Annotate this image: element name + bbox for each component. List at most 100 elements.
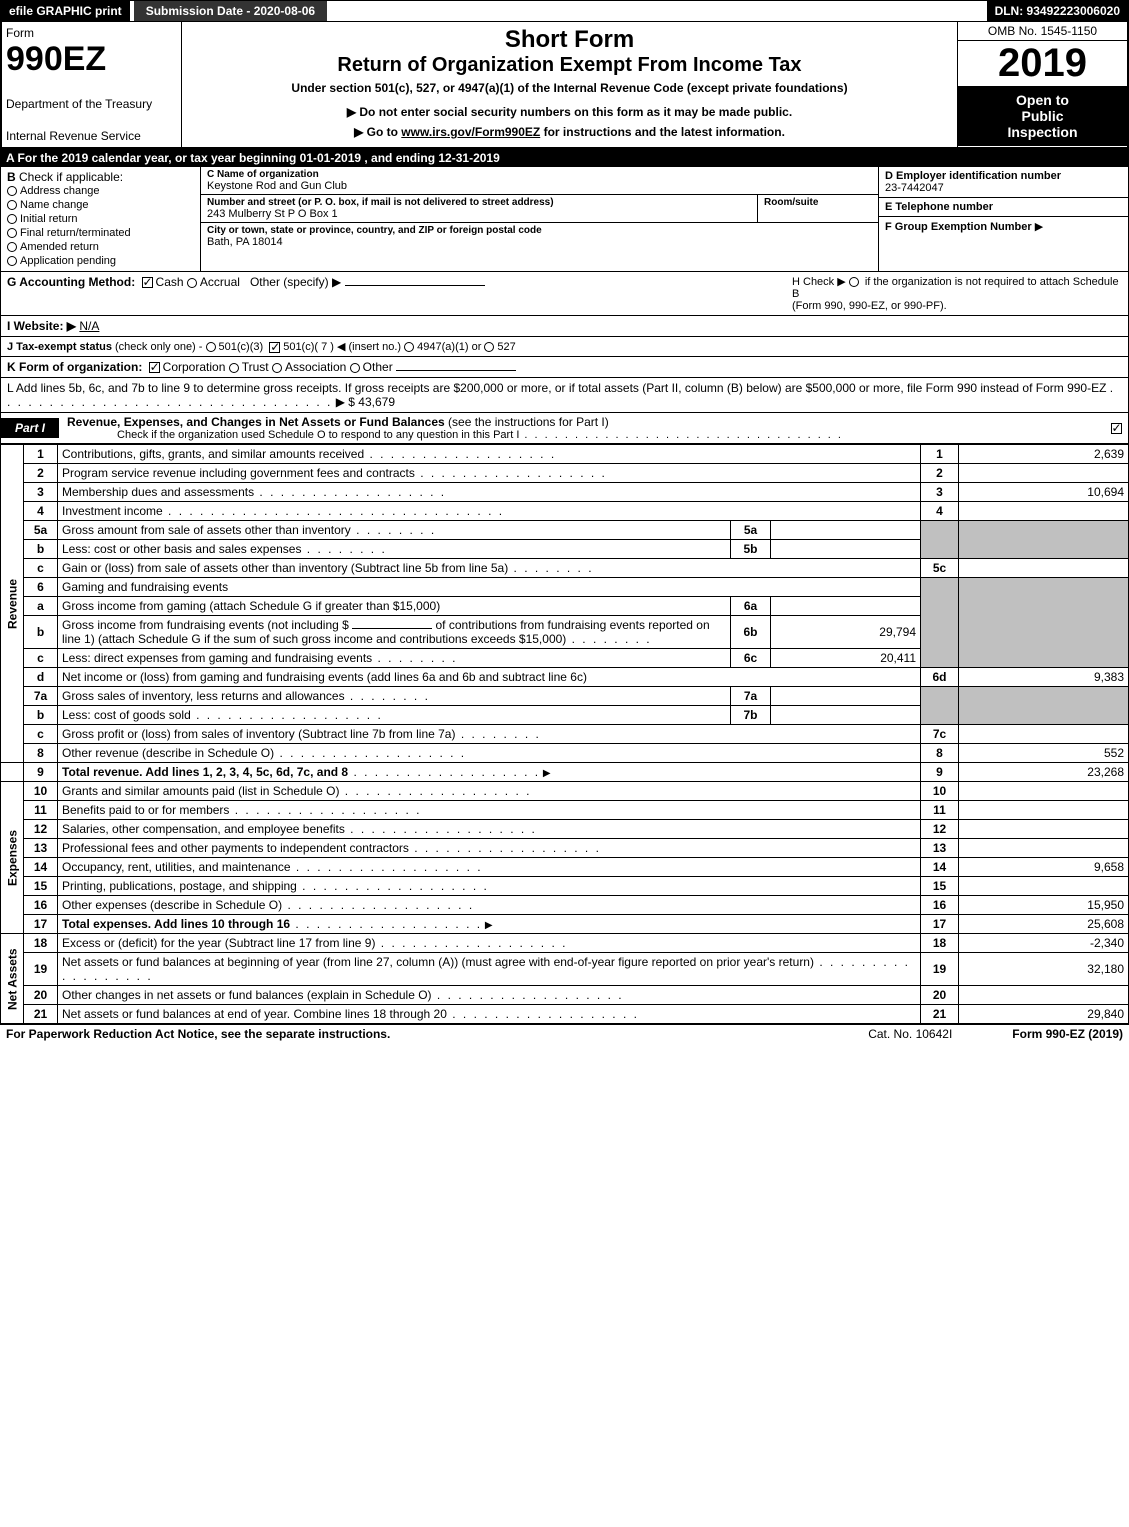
line-6d-num: d [24, 668, 58, 687]
line-j-row: J Tax-exempt status (check only one) - 5… [0, 337, 1129, 357]
amended-return-label: Amended return [20, 241, 99, 253]
line-14-num: 14 [24, 858, 58, 877]
line-4-val [959, 502, 1129, 521]
4947-check[interactable] [404, 342, 414, 352]
accrual-checkbox[interactable] [187, 278, 197, 288]
other-specify-field[interactable] [345, 285, 485, 286]
line-3-val: 10,694 [959, 483, 1129, 502]
line-1-rn: 1 [921, 445, 959, 464]
line-17-val: 25,608 [959, 915, 1129, 934]
501c-label: 501(c)( 7 ) ◀ (insert no.) [283, 341, 401, 353]
cat-no: Cat. No. 10642I [868, 1027, 952, 1041]
line-16-num: 16 [24, 896, 58, 915]
trust-label: Trust [242, 360, 269, 374]
line-17-rn: 17 [921, 915, 959, 934]
schedule-o-check[interactable] [1111, 423, 1122, 434]
revenue-side-label: Revenue [1, 445, 24, 763]
line-a: A For the 2019 calendar year, or tax yea… [0, 149, 1129, 167]
application-pending-check[interactable] [7, 256, 17, 266]
line-l-row: L Add lines 5b, 6c, and 7b to line 9 to … [0, 378, 1129, 413]
form-ref: Form 990-EZ (2019) [1012, 1027, 1123, 1041]
omb-number: OMB No. 1545-1150 [958, 22, 1127, 41]
irs-link[interactable]: www.irs.gov/Form990EZ [401, 125, 540, 139]
efile-label[interactable]: efile GRAPHIC print [1, 1, 130, 21]
goto-line: ▶ Go to www.irs.gov/Form990EZ for instru… [190, 125, 949, 139]
line-5a-desc: Gross amount from sale of assets other t… [62, 523, 351, 537]
accrual-label: Accrual [200, 275, 240, 289]
room-label: Room/suite [764, 197, 872, 208]
line-8-desc: Other revenue (describe in Schedule O) [62, 746, 274, 760]
line-2-desc: Program service revenue including govern… [62, 466, 415, 480]
other-org-check[interactable] [350, 363, 360, 373]
line-7b-sn: 7b [731, 706, 771, 725]
line-6-desc: Gaming and fundraising events [62, 580, 228, 594]
line-10-desc: Grants and similar amounts paid (list in… [62, 784, 339, 798]
line-21-rn: 21 [921, 1005, 959, 1024]
line-4-desc: Investment income [62, 504, 163, 518]
name-of-org-label: C Name of organization [207, 169, 872, 180]
501c3-check[interactable] [206, 342, 216, 352]
section-b-letter: B [7, 170, 16, 184]
subtitle-section: Under section 501(c), 527, or 4947(a)(1)… [190, 81, 949, 95]
line-12-desc: Salaries, other compensation, and employ… [62, 822, 345, 836]
org-info-block: B Check if applicable: Address change Na… [0, 167, 1129, 272]
form-number: 990EZ [6, 40, 177, 79]
line-7b-sv [771, 706, 921, 725]
form-word: Form [6, 26, 177, 40]
line-11-rn: 11 [921, 801, 959, 820]
org-name: Keystone Rod and Gun Club [207, 180, 872, 192]
line-19-desc: Net assets or fund balances at beginning… [62, 955, 814, 969]
goto-suffix: for instructions and the latest informat… [540, 125, 785, 139]
line-6a-num: a [24, 597, 58, 616]
dept-treasury: Department of the Treasury [6, 97, 177, 111]
other-org-field[interactable] [396, 370, 516, 371]
line-15-rn: 15 [921, 877, 959, 896]
website-value: N/A [79, 319, 99, 333]
501c-check[interactable] [269, 342, 280, 353]
line-21-val: 29,840 [959, 1005, 1129, 1024]
line-9-desc: Total revenue. Add lines 1, 2, 3, 4, 5c,… [62, 765, 348, 779]
line-6a-desc: Gross income from gaming (attach Schedul… [62, 599, 440, 613]
line-16-rn: 16 [921, 896, 959, 915]
street-value: 243 Mulberry St P O Box 1 [207, 208, 751, 220]
check-if-applicable: Check if applicable: [19, 170, 123, 184]
line-19-num: 19 [24, 953, 58, 986]
assoc-check[interactable] [272, 363, 282, 373]
final-return-check[interactable] [7, 228, 17, 238]
submission-date: Submission Date - 2020-08-06 [134, 1, 327, 21]
dept-irs: Internal Revenue Service [6, 129, 177, 143]
address-change-label: Address change [20, 185, 100, 197]
part-1-tab: Part I [1, 418, 59, 438]
amended-return-check[interactable] [7, 242, 17, 252]
line-5b-sn: 5b [731, 540, 771, 559]
open-line3: Inspection [964, 124, 1121, 140]
line-3-rn: 3 [921, 483, 959, 502]
line-6b-blank[interactable] [352, 628, 432, 629]
initial-return-check[interactable] [7, 214, 17, 224]
line-11-desc: Benefits paid to or for members [62, 803, 229, 817]
line-9-num: 9 [24, 763, 58, 782]
name-change-check[interactable] [7, 200, 17, 210]
application-pending-label: Application pending [20, 255, 116, 267]
line-21-num: 21 [24, 1005, 58, 1024]
line-h-checkbox[interactable] [849, 277, 859, 287]
part-1-header: Part I Revenue, Expenses, and Changes in… [0, 413, 1129, 444]
address-change-check[interactable] [7, 186, 17, 196]
tax-exempt-label: J Tax-exempt status [7, 341, 112, 353]
line-6d-rn: 6d [921, 668, 959, 687]
line-5b-desc: Less: cost or other basis and sales expe… [62, 542, 301, 556]
line-5a-sn: 5a [731, 521, 771, 540]
line-4-rn: 4 [921, 502, 959, 521]
corp-check[interactable] [149, 362, 160, 373]
527-check[interactable] [484, 342, 494, 352]
revenue-table: Revenue 1 Contributions, gifts, grants, … [0, 444, 1129, 1024]
dln-label: DLN: 93492223006020 [987, 1, 1128, 21]
cash-checkbox[interactable] [142, 277, 153, 288]
goto-prefix: ▶ Go to [354, 125, 401, 139]
open-line1: Open to [964, 92, 1121, 108]
trust-check[interactable] [229, 363, 239, 373]
line-19-rn: 19 [921, 953, 959, 986]
line-6b-sn: 6b [731, 616, 771, 649]
line-3-desc: Membership dues and assessments [62, 485, 254, 499]
line-12-rn: 12 [921, 820, 959, 839]
